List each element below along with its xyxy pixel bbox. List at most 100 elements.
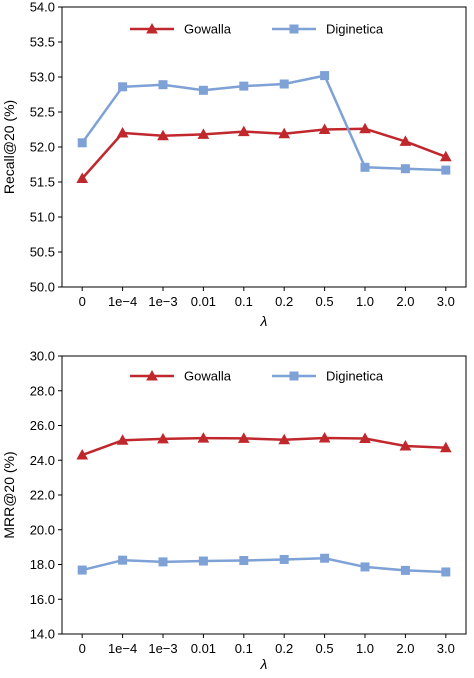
y-tick-label: 54.0 <box>30 0 55 15</box>
x-tick-label: 0 <box>79 294 86 309</box>
data-point <box>237 432 250 443</box>
y-tick-label: 14.0 <box>30 627 55 642</box>
data-point <box>360 562 370 572</box>
data-point <box>318 431 331 443</box>
data-point <box>157 129 169 141</box>
data-point <box>359 122 371 134</box>
y-tick-label: 52.0 <box>30 140 55 155</box>
y-tick-label: 18.0 <box>30 557 55 572</box>
chart-2: 14.0 16.0 18.0 20.0 22.0 24.0 26.0 28.0 30.0 0 1e−… <box>1 349 467 672</box>
data-point <box>320 553 330 563</box>
y-tick-label: 53.5 <box>30 35 55 50</box>
data-point <box>359 432 371 444</box>
legend-label: Diginetica <box>326 22 384 37</box>
x-tick-label: 1.0 <box>356 641 374 656</box>
legend-marker <box>146 369 158 381</box>
x-tick-label: 2.0 <box>396 641 414 656</box>
y-tick-label: 24.0 <box>30 453 55 468</box>
y-tick-label: 51.0 <box>30 210 55 225</box>
series-line <box>81 436 446 457</box>
data-point <box>118 82 128 92</box>
data-point <box>278 433 291 445</box>
x-tick-label: 1e−3 <box>148 641 177 656</box>
x-tick-label: 0.01 <box>191 641 216 656</box>
data-point <box>77 565 87 575</box>
data-point <box>198 556 208 566</box>
x-tick-label: 0.1 <box>235 641 253 656</box>
data-point <box>239 556 249 566</box>
y-tick-label: 28.0 <box>30 383 55 398</box>
data-point <box>197 432 210 443</box>
data-point <box>157 432 169 444</box>
y-tick-label: 26.0 <box>30 418 55 433</box>
y-axis-title: MRR@20 (%) <box>1 451 17 538</box>
legend-label: Diginetica <box>326 369 384 384</box>
data-point <box>318 123 331 134</box>
legend-entry-gowalla: Gowalla <box>130 369 232 384</box>
legend-label: Gowalla <box>184 22 232 37</box>
x-tick-label: 1e−4 <box>108 294 137 309</box>
legend-marker <box>289 371 299 381</box>
legend-label: Gowalla <box>184 369 232 384</box>
y-tick-label: 16.0 <box>30 592 55 607</box>
data-point <box>400 164 410 174</box>
data-point <box>237 125 250 137</box>
x-axis-title: λ <box>260 656 268 672</box>
series-line <box>81 556 446 574</box>
legend-entry-diginetica: Diginetica <box>272 22 384 37</box>
chart-1: 50.0 50.5 51.0 51.5 52.0 52.5 53.0 53.5 54.0 0 1e−… <box>1 0 467 329</box>
x-tick-label: 0.1 <box>235 294 253 309</box>
data-point <box>320 71 330 81</box>
x-tick-label: 0 <box>79 641 86 656</box>
data-point <box>116 434 129 445</box>
series-gowalla <box>76 431 452 460</box>
data-point <box>279 554 289 564</box>
x-axis-title: λ <box>260 313 268 329</box>
series-gowalla <box>76 122 452 183</box>
data-point <box>399 135 412 146</box>
series-diginetica <box>77 553 451 577</box>
y-tick-label: 50.0 <box>30 280 55 295</box>
data-point <box>158 80 168 90</box>
y-tick-label: 53.0 <box>30 70 55 85</box>
data-point <box>399 439 412 451</box>
x-tick-label: 0.01 <box>191 294 216 309</box>
plot-frame <box>61 355 467 635</box>
data-point <box>239 81 249 91</box>
data-point <box>441 165 451 175</box>
data-point <box>278 127 291 139</box>
x-tick-label: 0.5 <box>316 294 334 309</box>
data-point <box>441 567 451 577</box>
y-tick-label: 22.0 <box>30 488 55 503</box>
series-line <box>81 74 446 172</box>
y-tick-label: 50.5 <box>30 245 55 260</box>
data-point <box>76 172 89 183</box>
data-point <box>439 150 452 162</box>
y-tick-label: 52.5 <box>30 105 55 120</box>
data-point <box>360 162 370 172</box>
x-tick-label: 0.2 <box>275 641 293 656</box>
x-tick-label: 1e−3 <box>148 294 177 309</box>
legend-entry-gowalla: Gowalla <box>130 22 232 37</box>
x-tick-label: 0.2 <box>275 294 293 309</box>
x-tick-label: 1e−4 <box>108 641 137 656</box>
legend-marker <box>289 24 299 34</box>
legend-entry-diginetica: Diginetica <box>272 369 384 384</box>
y-tick-label: 20.0 <box>30 522 55 537</box>
data-point <box>116 126 129 138</box>
data-point <box>279 79 289 89</box>
legend-marker <box>146 22 158 34</box>
x-tick-label: 3.0 <box>437 294 455 309</box>
data-point <box>197 128 210 139</box>
x-tick-label: 3.0 <box>437 641 455 656</box>
y-tick-label: 51.5 <box>30 175 55 190</box>
data-point <box>158 557 168 567</box>
series-diginetica <box>77 71 451 175</box>
x-tick-label: 2.0 <box>396 294 414 309</box>
data-point <box>118 555 128 565</box>
y-axis-title: Recall@20 (%) <box>1 100 17 194</box>
x-tick-label: 1.0 <box>356 294 374 309</box>
data-point <box>439 441 452 453</box>
data-point <box>198 85 208 95</box>
